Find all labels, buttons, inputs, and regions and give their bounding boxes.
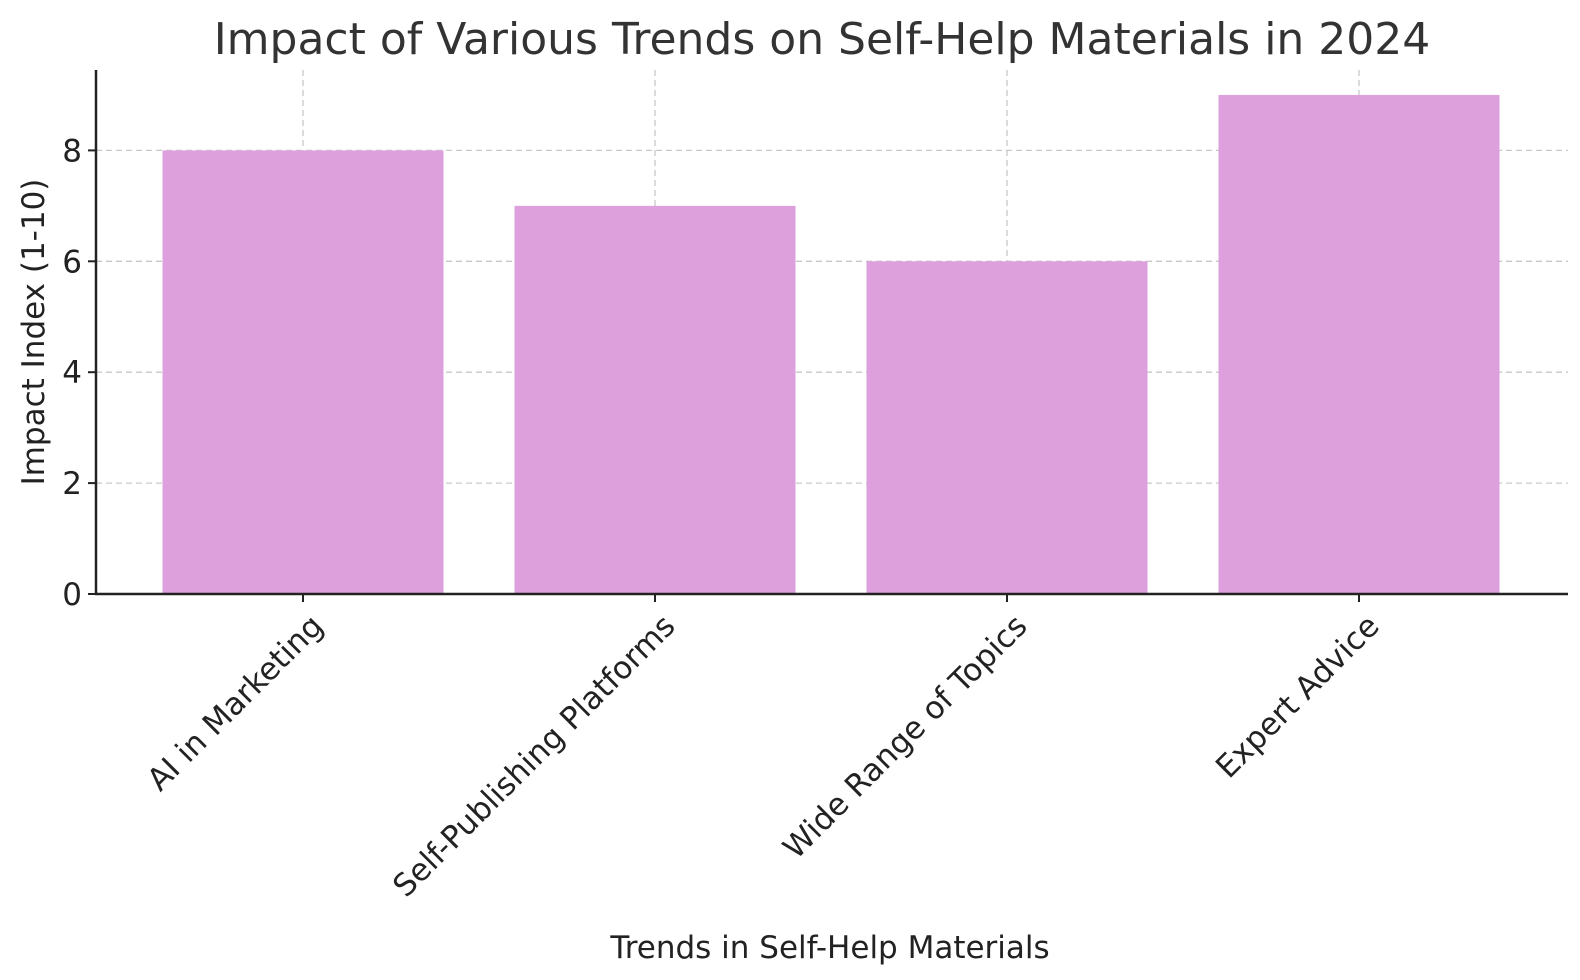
x-tick-label: AI in Marketing: [140, 608, 330, 798]
bar: [514, 205, 796, 594]
x-tick-label: Self-Publishing Platforms: [386, 608, 682, 904]
bars: [162, 94, 1500, 595]
axes: [94, 70, 1568, 596]
bar: [162, 150, 444, 595]
y-tick-label: 8: [62, 133, 82, 169]
x-tick-label: Wide Range of Topics: [776, 608, 1034, 866]
chart-title: Impact of Various Trends on Self-Help Ma…: [214, 14, 1431, 65]
y-tick-label: 0: [62, 577, 82, 613]
y-tick-label: 6: [62, 244, 82, 280]
x-ticks: AI in Marketing Self-Publishing Platforms…: [140, 594, 1387, 904]
x-axis-label: Trends in Self-Help Materials: [609, 930, 1049, 966]
y-axis-label: Impact Index (1-10): [16, 179, 52, 486]
y-tick-label: 4: [62, 355, 82, 391]
x-tick-label: Expert Advice: [1209, 608, 1386, 785]
bar: [1218, 94, 1500, 594]
y-tick-label: 2: [62, 466, 82, 502]
bar: [866, 261, 1148, 594]
y-ticks: 0 2 4 6 8: [62, 133, 96, 613]
